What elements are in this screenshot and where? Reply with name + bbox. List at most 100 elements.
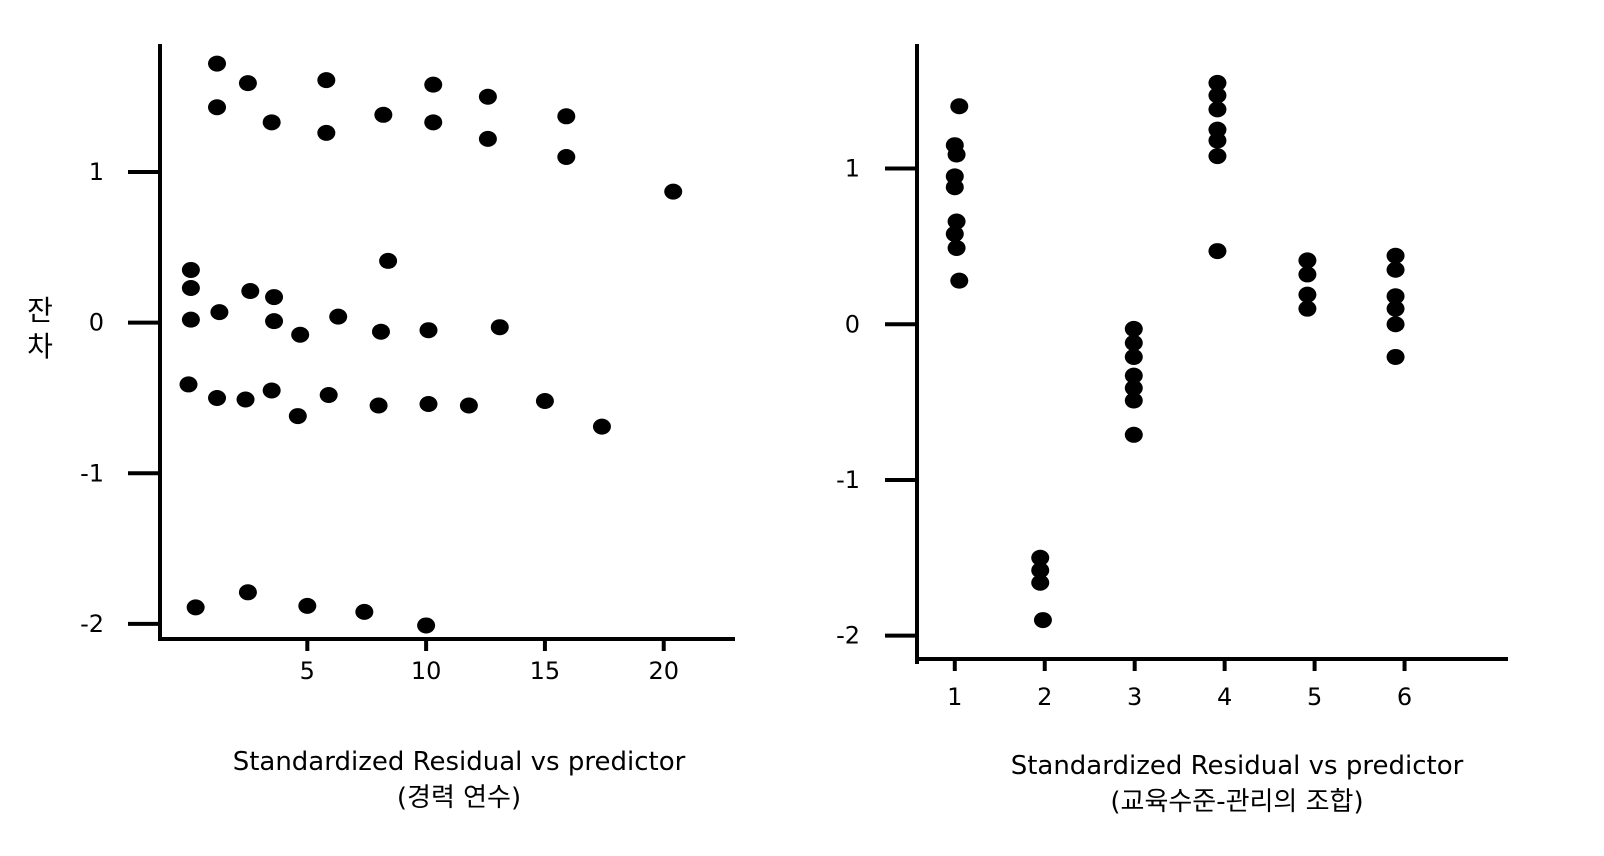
left-scatter-point: [288, 408, 307, 425]
right-x-tick-label: 4: [1217, 683, 1232, 711]
left-x-tick-label: 5: [300, 657, 315, 685]
left-scatter-point: [424, 114, 443, 131]
left-scatter-point: [186, 599, 205, 616]
right-scatter-point: [1031, 574, 1050, 591]
left-scatter-point: [369, 397, 388, 414]
right-y-tick-label: -1: [836, 466, 860, 494]
left-scatter-point: [490, 319, 509, 336]
left-scatter-point: [236, 391, 255, 408]
left-scatter-point: [317, 124, 336, 141]
right-caption-line-1: Standardized Residual vs predictor: [1011, 751, 1464, 781]
left-scatter-point: [424, 76, 443, 93]
right-scatter-point: [950, 272, 969, 289]
right-scatter-point: [1124, 348, 1143, 365]
right-x-tick-label: 5: [1307, 683, 1322, 711]
right-scatter-point: [950, 98, 969, 115]
left-scatter-point: [181, 280, 200, 297]
left-scatter-point: [265, 313, 284, 330]
left-scatter-point: [459, 397, 478, 414]
right-scatter-point: [1124, 392, 1143, 409]
left-y-tick-label: -1: [80, 459, 104, 487]
left-scatter-point: [664, 183, 683, 200]
left-scatter-point: [319, 386, 338, 403]
left-caption-line-1: Standardized Residual vs predictor: [233, 747, 686, 777]
left-scatter-point: [181, 261, 200, 278]
right-x-tick-label: 3: [1127, 683, 1142, 711]
left-x-tick-label: 20: [648, 657, 679, 685]
left-scatter-point: [355, 603, 374, 620]
right-scatter-point: [1031, 562, 1050, 579]
left-x-tick-label: 15: [530, 657, 561, 685]
left-caption-line-2: (경력 연수): [397, 783, 521, 813]
left-scatter-point: [291, 326, 310, 343]
right-scatter-point: [1208, 101, 1227, 118]
right-scatter-point: [1386, 261, 1405, 278]
left-scatter-point: [419, 322, 438, 339]
left-scatter-point: [419, 396, 438, 413]
left-scatter-point: [208, 99, 227, 116]
right-scatter-point: [1298, 266, 1317, 283]
right-scatter-point: [1298, 252, 1317, 269]
left-scatter-point: [181, 311, 200, 328]
left-scatter-point: [557, 148, 576, 165]
right-y-tick-label: 1: [845, 155, 860, 183]
right-scatter-point: [1298, 300, 1317, 317]
left-scatter-point: [535, 393, 554, 409]
right-scatter-point: [1124, 334, 1143, 351]
right-scatter-point: [1386, 316, 1405, 333]
right-scatter-point: [945, 179, 964, 196]
right-scatter-point: [1208, 87, 1227, 104]
left-scatter-point: [317, 72, 336, 89]
left-scatter-point: [179, 376, 198, 393]
right-scatter-point: [947, 239, 966, 256]
left-scatter-point: [478, 88, 497, 105]
right-scatter-point: [1208, 132, 1227, 149]
left-scatter-point: [592, 418, 611, 435]
left-scatter-point: [208, 55, 227, 72]
right-scatter-point: [947, 146, 966, 163]
right-scatter-point: [945, 225, 964, 242]
right-scatter-point: [1031, 549, 1050, 566]
right-scatter-point: [1386, 247, 1405, 264]
left-scatter-point: [557, 108, 576, 125]
right-scatter-point: [1386, 348, 1405, 365]
left-scatter-point: [262, 382, 281, 399]
left-y-tick-label: 0: [89, 309, 104, 337]
left-scatter-point: [210, 304, 229, 321]
left-scatter-point: [298, 597, 317, 614]
right-scatter-point: [1033, 612, 1052, 629]
left-scatter-point: [417, 617, 436, 634]
right-scatter-point: [1124, 320, 1143, 337]
left-scatter-point: [241, 283, 260, 300]
left-y-tick-label: 1: [89, 158, 104, 186]
right-scatter-point: [1208, 74, 1227, 91]
right-residual-plot: 1 0 -1 -2 1 2 3 4 5 6 Standardized Residual vs pr…: [836, 44, 1508, 817]
left-scatter-point: [238, 584, 257, 601]
left-scatter-point: [374, 106, 393, 123]
left-x-tick-label: 10: [411, 657, 442, 685]
right-scatter-point: [1124, 380, 1143, 397]
right-x-tick-label: 6: [1397, 683, 1412, 711]
right-y-tick-label: 0: [845, 310, 860, 338]
left-scatter-point: [208, 389, 227, 406]
left-scatter-point: [265, 289, 284, 306]
left-scatter-point: [262, 114, 281, 131]
left-scatter-point: [379, 252, 398, 269]
right-scatter-point: [947, 213, 966, 230]
right-scatter-point: [1208, 243, 1227, 260]
right-caption-line-2: (교육수준-관리의 조합): [1110, 787, 1363, 817]
right-x-tick-label: 1: [947, 683, 962, 711]
right-scatter-point: [1124, 426, 1143, 443]
left-scatter-point: [478, 130, 497, 147]
right-scatter-point: [1208, 148, 1227, 165]
right-scatter-point: [1124, 367, 1143, 384]
left-scatter-point: [329, 308, 348, 325]
right-scatter-point: [1386, 288, 1405, 305]
left-scatter-point: [238, 75, 257, 92]
left-scatter-point: [371, 323, 390, 340]
left-y-tick-label: -2: [80, 610, 104, 638]
right-scatter-point: [1386, 300, 1405, 317]
